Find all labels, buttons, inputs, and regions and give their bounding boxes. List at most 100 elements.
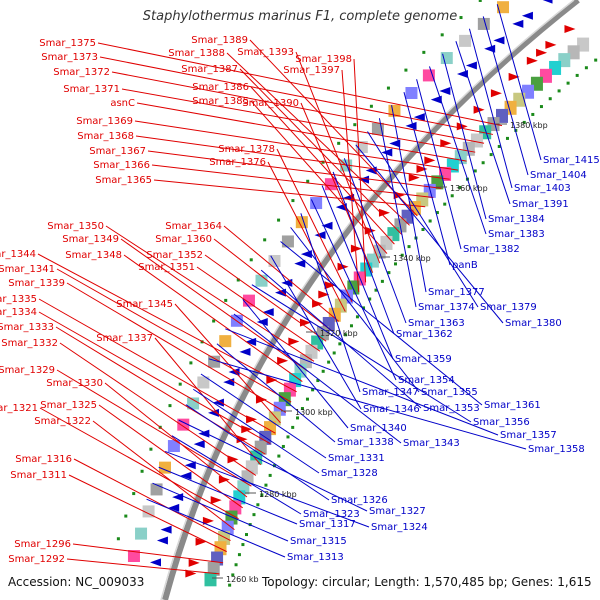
gc-marker (497, 144, 501, 148)
right-label-connector (225, 328, 499, 436)
gc-marker (291, 199, 295, 203)
gene-label-forward: Smar_1365 (95, 175, 152, 186)
gc-marker (140, 469, 144, 473)
reverse-gene-arrow (314, 231, 326, 240)
left-label-connector (249, 39, 418, 217)
gc-marker (489, 153, 493, 157)
gc-marker (386, 86, 390, 90)
right-label-connector (403, 91, 451, 266)
left-label-connector (250, 100, 388, 254)
gene-label-forward: Smar_1292 (8, 554, 65, 565)
gene-label-reverse: Smar_1374 (418, 302, 475, 313)
gene-label-reverse: Smar_1361 (484, 400, 541, 411)
accession-text: Accession: NC_009033 (8, 575, 145, 589)
right-label-connector (178, 419, 368, 512)
forward-gene-arrow (545, 40, 557, 49)
left-label-connector (66, 282, 287, 413)
right-label-connector (280, 241, 483, 406)
reverse-gene-arrow (430, 95, 442, 104)
gene-label-forward: Smar_1350 (47, 221, 104, 232)
gc-marker (306, 179, 310, 183)
right-label-connector (158, 466, 298, 525)
right-label-connector (171, 435, 302, 515)
gc-marker (400, 253, 404, 257)
gene-label-forward: Smar_1385 (192, 96, 249, 107)
right-label-connector (242, 298, 349, 429)
cog-block (388, 104, 401, 117)
gc-marker (443, 202, 447, 206)
gene-label-forward: Smar_1348 (65, 250, 122, 261)
gene-label-reverse: Smar_1362 (396, 329, 453, 340)
gc-marker (522, 120, 526, 124)
gc-marker (594, 58, 598, 62)
left-label-connector (174, 303, 281, 424)
left-label-connector (59, 342, 257, 476)
gene-label-forward: Smar_1367 (89, 146, 146, 157)
gc-marker (286, 435, 290, 439)
gene-label-reverse: Smar_1379 (480, 302, 537, 313)
gc-marker (548, 97, 552, 101)
gene-label-reverse: Smar_1415 (543, 155, 600, 166)
gc-marker (149, 447, 153, 451)
gc-marker (305, 397, 309, 401)
left-label-connector (56, 268, 292, 403)
right-label-connector (300, 213, 361, 393)
gc-marker (349, 324, 353, 328)
cog-block (310, 197, 323, 210)
right-label-connector (332, 171, 395, 335)
reverse-gene-arrow (193, 440, 205, 449)
gene-label-forward: Smar_1386 (192, 82, 249, 93)
gene-label-forward: Smar_1334 (0, 307, 37, 318)
forward-gene-arrow (408, 173, 420, 182)
gc-marker (281, 444, 285, 448)
reverse-gene-arrow (465, 61, 477, 70)
cog-block (197, 376, 210, 389)
gene-label-forward: Smar_1375 (39, 38, 96, 49)
position-tick-label: 1320 kbp (320, 329, 358, 338)
gc-marker (327, 360, 331, 364)
gc-marker (272, 464, 276, 468)
right-label-connector (152, 482, 289, 542)
gene-label-reverse: Smar_1331 (328, 453, 385, 464)
position-tick-label: 1380 kbp (510, 121, 548, 130)
reverse-gene-arrow (389, 139, 401, 148)
cog-block (242, 294, 255, 307)
gc-marker (228, 583, 232, 587)
reverse-gene-arrow (321, 221, 333, 230)
forward-gene-arrow (227, 455, 239, 464)
right-label-connector (496, 4, 542, 161)
gene-label-forward: Smar_1322 (34, 416, 91, 427)
gene-label-forward: Smar_1368 (77, 131, 134, 142)
left-label-connector (239, 68, 403, 236)
left-label-connector (68, 474, 227, 553)
left-label-connector (341, 69, 360, 293)
gene-label-reverse: Smar_1324 (371, 522, 428, 533)
cog-block (187, 397, 200, 410)
gc-marker (212, 319, 216, 323)
gene-label-forward: Smar_1371 (63, 84, 120, 95)
left-label-connector (196, 266, 321, 352)
reverse-gene-arrow (239, 347, 251, 356)
forward-gene-arrow (202, 516, 214, 525)
gc-marker (428, 219, 432, 223)
gene-label-reverse: Smar_1384 (488, 214, 545, 225)
forward-gene-arrow (277, 356, 289, 365)
forward-gene-arrow (536, 48, 548, 57)
cog-block (142, 505, 155, 518)
forward-gene-arrow (185, 569, 197, 578)
reverse-gene-arrow (542, 0, 553, 4)
left-label-connector (56, 369, 252, 487)
reverse-gene-arrow (150, 558, 162, 567)
left-label-connector (213, 238, 333, 332)
cog-block (204, 572, 217, 587)
gene-label-forward: Smar_1321 (0, 403, 38, 414)
right-label-connector (391, 105, 427, 293)
left-label-connector (295, 51, 381, 264)
forward-gene-arrow (564, 25, 576, 34)
right-label-connector (251, 284, 472, 423)
reverse-gene-arrow (456, 69, 468, 78)
left-label-connector (39, 407, 239, 520)
gene-label-forward: Smar_1376 (209, 157, 266, 168)
gene-label-reverse: Smar_1403 (514, 183, 571, 194)
